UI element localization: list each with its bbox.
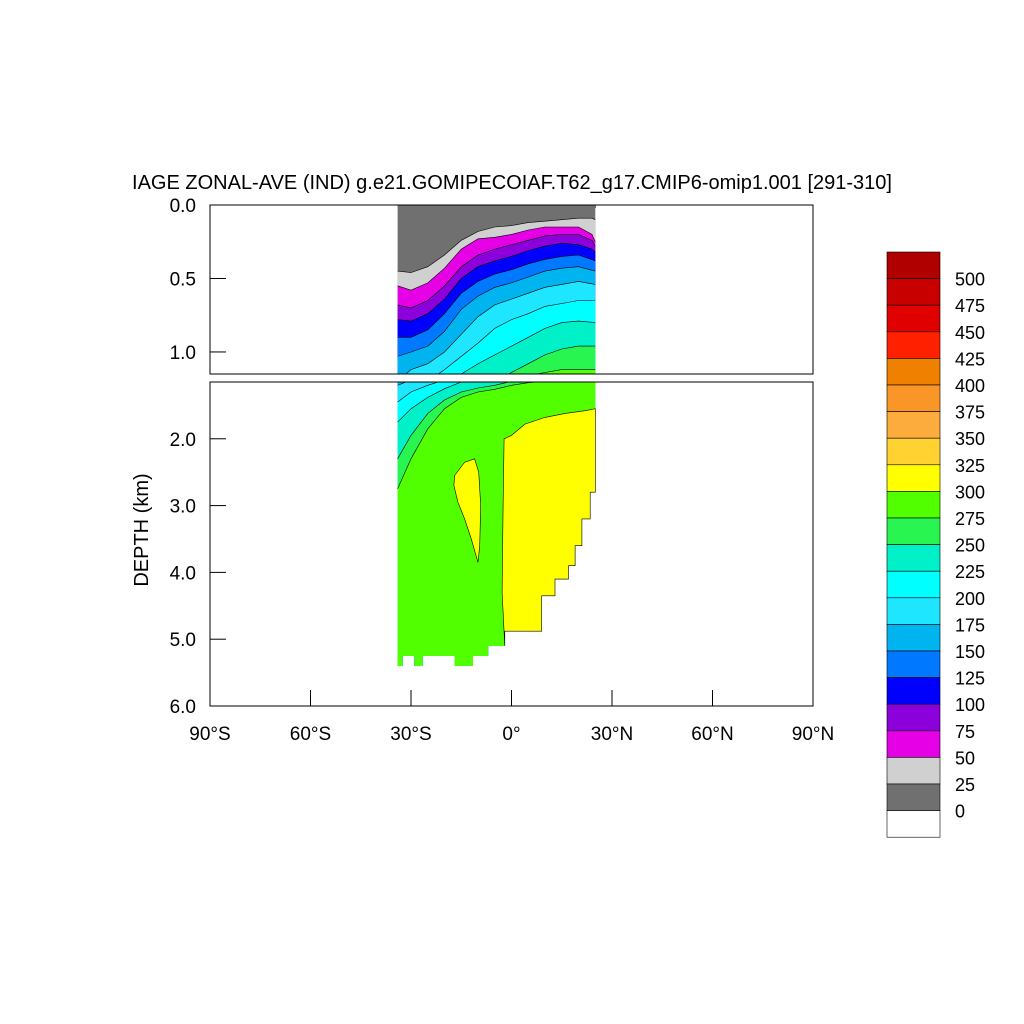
colorbar-swatch <box>886 464 941 492</box>
colorbar-label: 75 <box>955 722 975 742</box>
colorbar-label: 25 <box>955 775 975 795</box>
colorbar-swatch <box>886 491 941 519</box>
x-tick-label: 90°N <box>792 724 834 745</box>
y-tick-label: 0.0 <box>170 196 196 217</box>
colorbar-swatch <box>886 304 941 333</box>
colorbar-swatch <box>886 544 941 572</box>
colorbar-swatch <box>886 517 941 545</box>
upper-contour-fields <box>397 205 596 374</box>
colorbar-label: 150 <box>955 642 985 662</box>
colorbar-swatch <box>886 437 941 466</box>
lower-contour-fields <box>397 382 596 666</box>
colorbar-swatch <box>886 810 941 838</box>
x-tick-label: 30°N <box>591 724 633 745</box>
contour-line-175 <box>405 281 596 374</box>
x-tick-label: 90°S <box>189 724 230 745</box>
colorbar-label: 475 <box>955 296 985 316</box>
y-tick-label: 3.0 <box>170 497 196 518</box>
y-tick-label: 4.0 <box>170 563 196 584</box>
lower-y-ticks: 2.0 3.0 4.0 5.0 6.0 <box>170 430 226 718</box>
age-band-300-region-2 <box>453 458 482 563</box>
colorbar-swatch <box>886 384 941 412</box>
contour-line-125 <box>397 254 596 338</box>
upper-panel-0-to-1km: 0.0 0.5 1.0 <box>170 196 814 375</box>
contour-line-225 <box>460 320 596 374</box>
colorbar-legend: 5004754504254003753503253002752502252001… <box>886 251 985 838</box>
age-band-275 <box>536 369 596 374</box>
contour-line-200 <box>397 382 440 403</box>
colorbar-label: 350 <box>955 429 985 449</box>
surface-edge-mark <box>592 205 596 208</box>
colorbar-swatch <box>886 358 941 386</box>
colorbar-swatch <box>886 677 941 705</box>
contour-line-25 <box>397 217 596 273</box>
contour-line-275 <box>397 382 541 490</box>
colorbar-swatch <box>886 703 941 732</box>
x-tick-label: 30°S <box>390 724 431 745</box>
colorbar-swatch <box>886 331 941 359</box>
colorbar-label: 225 <box>955 562 985 582</box>
colorbar-swatch <box>886 570 941 599</box>
lower-panel-1-to-6km: 2.03.04.05.06.0 90°S 60°S 30°S 0° 30°N 60°N 90… <box>170 381 834 745</box>
y-tick-label: 5.0 <box>170 630 196 651</box>
colorbar-swatch <box>886 624 941 652</box>
y-tick-label: 1.0 <box>170 343 196 364</box>
contour-line-250 <box>397 382 510 459</box>
lower-contour-lines <box>397 382 541 490</box>
colorbar-swatch <box>886 411 941 439</box>
colorbar-swatch <box>886 730 941 758</box>
colorbar-swatch <box>886 597 941 625</box>
colorbar-label: 500 <box>955 270 985 290</box>
colorbar-label: 450 <box>955 323 985 343</box>
colorbar-label: 300 <box>955 482 985 502</box>
colorbar-swatch <box>886 650 941 678</box>
upper-panel-frame <box>209 204 814 375</box>
colorbar-label: 125 <box>955 669 985 689</box>
colorbar-label: 175 <box>955 615 985 635</box>
x-tick-label: 60°S <box>290 724 331 745</box>
contour-line-150 <box>397 266 596 357</box>
upper-y-ticks: 0.0 0.5 1.0 <box>170 196 226 364</box>
colorbar-label: 425 <box>955 349 985 369</box>
colorbar-swatch <box>886 757 941 785</box>
contour-line-200 <box>437 300 596 374</box>
contour-line-100 <box>397 242 596 322</box>
contour-line-275 <box>534 369 596 374</box>
x-axis-ticks: 90°S 60°S 30°S 0° 30°N 60°N 90°N <box>189 690 834 745</box>
colorbar-label: 275 <box>955 509 985 529</box>
y-tick-label: 0.5 <box>170 269 196 290</box>
contour-line-50 <box>397 226 596 291</box>
x-tick-label: 0° <box>502 724 520 745</box>
colorbar-label: 325 <box>955 456 985 476</box>
x-tick-label: 60°N <box>691 724 733 745</box>
y-axis-label: DEPTH (km) <box>131 473 153 586</box>
colorbar-label: 0 <box>955 802 965 822</box>
age-band-250 <box>508 346 596 374</box>
y-tick-label: 6.0 <box>170 697 196 718</box>
colorbar-label: 250 <box>955 536 985 556</box>
colorbar-swatch <box>886 278 941 306</box>
age-band-300-region-1 <box>501 408 596 646</box>
contour-line-75 <box>397 234 596 309</box>
colorbar-label: 400 <box>955 376 985 396</box>
upper-contour-lines <box>397 217 596 374</box>
colorbar-swatch <box>886 783 941 811</box>
colorbar-label: 100 <box>955 695 985 715</box>
y-tick-label: 2.0 <box>170 430 196 451</box>
chart-title: IAGE ZONAL-AVE (IND) g.e21.GOMIPECOIAF.T… <box>132 172 892 194</box>
contour-line-225 <box>397 382 463 423</box>
colorbar-label: 375 <box>955 403 985 423</box>
colorbar-label: 200 <box>955 589 985 609</box>
colorbar-swatch <box>886 251 941 279</box>
contour-line-250 <box>508 345 596 374</box>
colorbar-label: 50 <box>955 748 975 768</box>
